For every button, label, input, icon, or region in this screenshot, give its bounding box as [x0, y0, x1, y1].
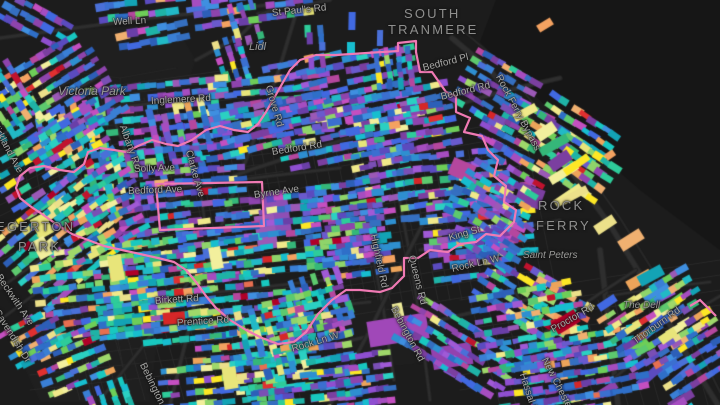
selected-area-boundary[interactable] [14, 39, 518, 346]
boundary-spur [689, 298, 717, 317]
selected-area-boundary-inset[interactable] [154, 180, 266, 232]
